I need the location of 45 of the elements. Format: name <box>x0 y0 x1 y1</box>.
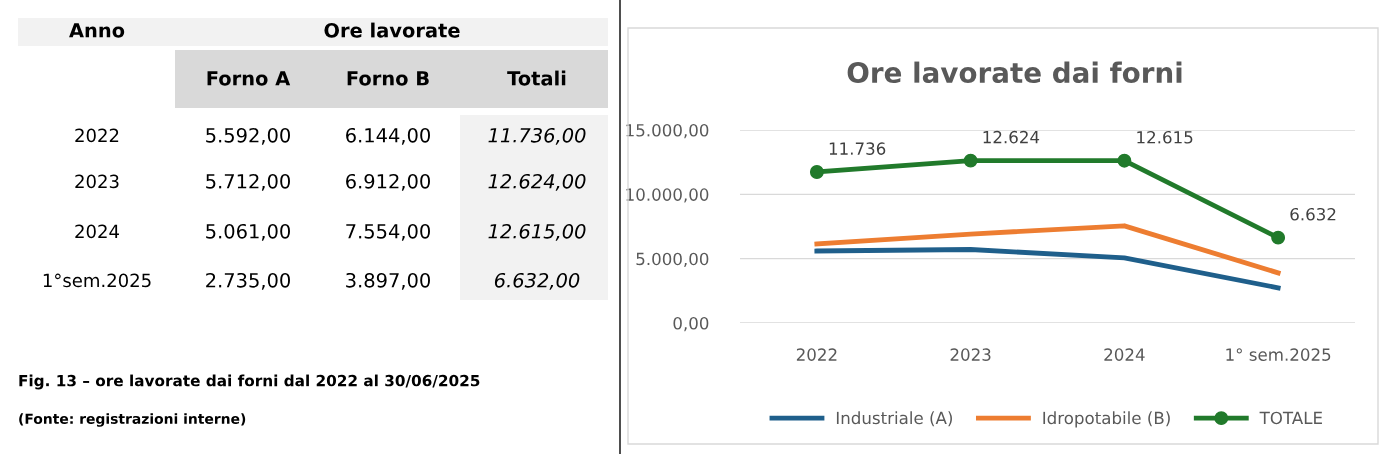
data-label: 6.632 <box>1290 207 1336 221</box>
line-series <box>814 223 1281 276</box>
data-label: 12.624,00 <box>488 173 586 191</box>
line-series <box>814 247 1281 291</box>
y-tick-label: 15.000,00 <box>626 123 709 139</box>
legend-label: TOTALE <box>1259 411 1322 425</box>
legend-label: Industriale (A) <box>836 411 952 427</box>
data-label: 6.632,00 <box>494 272 580 290</box>
y-tick-label: 10.000,00 <box>626 188 709 203</box>
x-tick-label: 2022 <box>796 348 837 361</box>
category-label: 2022 <box>75 128 119 143</box>
chart-title: Ore lavorate dai forni <box>847 61 1182 84</box>
text: Ore lavorate <box>324 22 460 38</box>
series-label: Totali <box>507 70 566 86</box>
data-label: 11.736,00 <box>488 127 586 145</box>
point <box>809 165 824 179</box>
category-label: 2024 <box>75 224 119 239</box>
data-label: 5.061,00 <box>206 223 290 241</box>
data-label: 12.624 <box>983 130 1040 144</box>
x-tick-label: 2023 <box>950 348 991 361</box>
point <box>963 153 978 168</box>
y-tick-label: 5.000,00 <box>636 252 709 267</box>
caption: Fig. 13 – ore lavorate dai forni dal 2022 al 30/06/2025 <box>19 374 480 390</box>
y-tick-label: 0,00 <box>673 316 709 332</box>
x-tick-label: 1° sem.2025 <box>1226 348 1331 361</box>
legend-label: Idropotabile (B) <box>1043 411 1170 428</box>
text: Forno B <box>347 71 429 86</box>
x-tick-label: 2024 <box>1104 348 1145 361</box>
point <box>1117 153 1132 168</box>
data-label: 6.912,00 <box>346 173 430 191</box>
data-label: 7.554,00 <box>346 223 430 241</box>
data-label: 2.735,00 <box>206 272 290 290</box>
data-label: 5.592,00 <box>206 127 290 145</box>
text: Anno <box>69 23 125 38</box>
data-label: 3.897,00 <box>346 272 430 290</box>
data-label: 11.736 <box>829 142 886 155</box>
data-label: 6.144,00 <box>346 127 430 145</box>
text: Forno A <box>207 71 291 86</box>
data-label: 5.712,00 <box>206 173 290 191</box>
text: (Fonte: registrazioni interne) <box>19 413 246 427</box>
category-label: 1°sem.2025 <box>43 273 151 288</box>
point <box>1271 230 1286 245</box>
category-label: 2023 <box>75 174 119 189</box>
data-label: 12.615 <box>1137 130 1193 144</box>
data-label: 12.615,00 <box>488 223 586 241</box>
